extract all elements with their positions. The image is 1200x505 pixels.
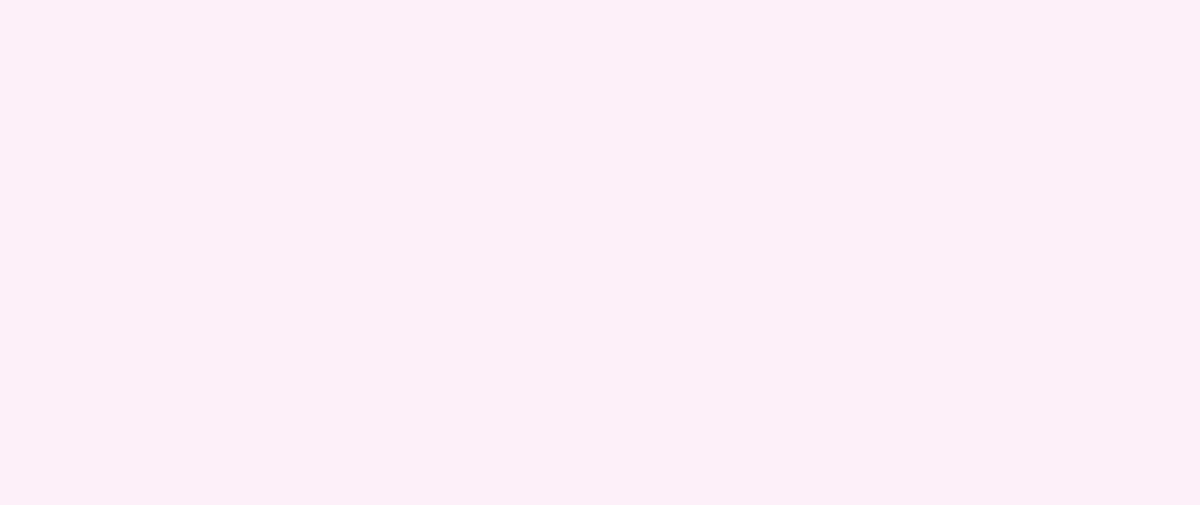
plot-area — [0, 0, 1200, 500]
chart — [0, 0, 1200, 500]
